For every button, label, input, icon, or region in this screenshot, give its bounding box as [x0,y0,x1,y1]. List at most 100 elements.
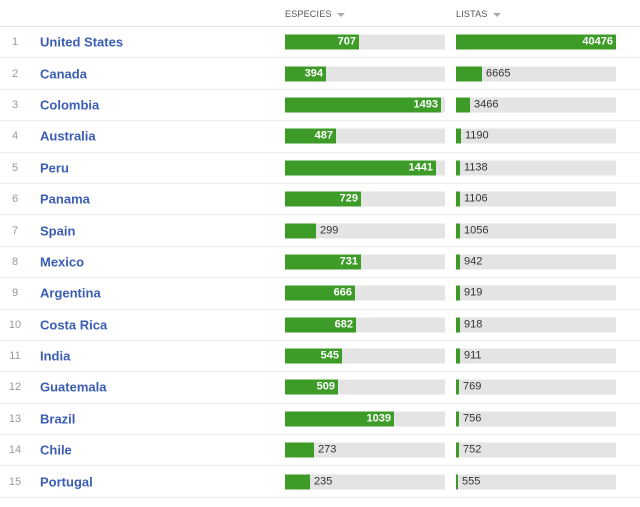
species-value: 273 [318,443,337,456]
lists-value: 6665 [486,67,511,80]
country-link[interactable]: Brazil [40,411,76,427]
rank-number: 3 [11,98,19,111]
lists-value: 40476 [582,35,613,48]
species-value: 509 [316,380,335,393]
lists-bar-track: 752 [456,442,616,458]
lists-bar-track: 1190 [456,128,616,144]
table-row: 3 Colombia 1493 3466 [0,90,640,122]
country-link[interactable]: Chile [40,442,72,458]
species-value: 682 [334,318,353,331]
lists-value: 756 [463,412,482,425]
species-bar-fill [285,474,310,490]
lists-bar-track: 918 [456,317,616,333]
country-link[interactable]: Australia [40,128,96,144]
table-row: 12 Guatemala 509 769 [0,372,640,404]
lists-bar-fill [456,191,460,207]
species-value: 299 [320,224,339,237]
lists-bar-fill [456,474,458,490]
lists-bar-track: 1056 [456,223,616,239]
species-bar-fill [285,317,356,333]
lists-bar-fill [456,442,459,458]
rank-number: 2 [11,67,19,80]
species-value: 1441 [408,161,433,174]
species-bar-fill [285,223,316,239]
lists-bar-track: 555 [456,474,616,490]
species-bar-track: 1441 [285,160,445,176]
species-bar-fill [285,128,336,144]
species-bar-fill [285,34,359,50]
table-row: 10 Costa Rica 682 918 [0,310,640,341]
species-bar-fill [285,285,355,301]
species-value: 707 [337,35,356,48]
table-row: 13 Brazil 1039 756 [0,404,640,436]
country-link[interactable]: Costa Rica [40,317,108,333]
species-bar-track: 487 [285,128,445,144]
lists-bar-fill [456,128,461,144]
lists-column-header[interactable]: LISTAS [456,9,501,19]
country-link[interactable]: Colombia [40,97,100,113]
rank-number: 11 [9,350,21,363]
lists-bar-track: 1106 [456,191,616,207]
rank-number: 8 [11,255,19,268]
lists-value: 919 [464,286,483,299]
table-row: 7 Spain 299 1056 [0,215,640,247]
lists-bar-fill [456,254,460,270]
lists-value: 3466 [474,98,499,111]
lists-value: 555 [462,475,481,488]
lists-value: 942 [464,255,483,268]
rank-number: 5 [11,161,19,174]
lists-bar-fill [456,285,460,301]
species-value: 235 [314,475,333,488]
species-value: 666 [333,286,352,299]
country-link[interactable]: Spain [40,223,76,239]
country-link[interactable]: Portugal [40,474,93,490]
country-link[interactable]: United States [40,34,124,50]
lists-value: 918 [464,318,483,331]
lists-bar-fill [456,379,459,395]
species-bar-track: 545 [285,348,445,364]
table-row: 2 Canada 394 6665 [0,58,640,90]
lists-bar-fill [456,160,460,176]
lists-bar-fill [456,97,470,113]
lists-bar-track: 911 [456,348,616,364]
species-bar-track: 707 [285,34,445,50]
country-link[interactable]: India [40,348,71,364]
country-link[interactable]: Canada [40,66,87,82]
lists-bar-track: 3466 [456,97,616,113]
species-bar-track: 682 [285,317,445,333]
lists-bar-track: 769 [456,379,616,395]
species-bar-track: 1493 [285,97,445,113]
lists-bar-fill [456,223,460,239]
lists-bar-track: 6665 [456,66,616,82]
species-bar-fill [285,160,436,176]
table-row: 6 Panama 729 1106 [0,184,640,216]
rank-number: 13 [8,412,22,425]
table-row: 1 United States 707 40476 [0,27,640,59]
country-link[interactable]: Peru [40,160,69,176]
rank-number: 9 [11,287,19,300]
table-row: 14 Chile 273 752 [0,435,640,467]
table-row: 11 India 545 911 [0,341,640,373]
lists-bar-track: 40476 [456,34,616,50]
country-link[interactable]: Panama [40,191,90,207]
species-value: 731 [339,255,358,268]
lists-bar-fill [456,411,459,427]
caret-down-icon [492,12,501,17]
lists-value: 911 [464,349,482,362]
rank-number: 6 [11,193,19,206]
country-link[interactable]: Argentina [40,285,101,301]
species-column-header[interactable]: ESPECIES [285,9,345,19]
table-row: 8 Mexico 731 942 [0,247,640,279]
species-bar-track: 729 [285,191,445,207]
species-bar-track: 1039 [285,411,445,427]
rank-number: 10 [8,318,22,331]
species-value: 1039 [366,412,391,425]
species-bar-fill [285,379,338,395]
species-bar-fill [285,191,361,207]
species-bar-track: 509 [285,379,445,395]
country-link[interactable]: Mexico [40,254,85,270]
species-value: 487 [314,129,333,142]
country-link[interactable]: Guatemala [40,379,107,395]
table-row: 9 Argentina 666 919 [0,278,640,310]
species-column-label: ESPECIES [285,9,332,19]
